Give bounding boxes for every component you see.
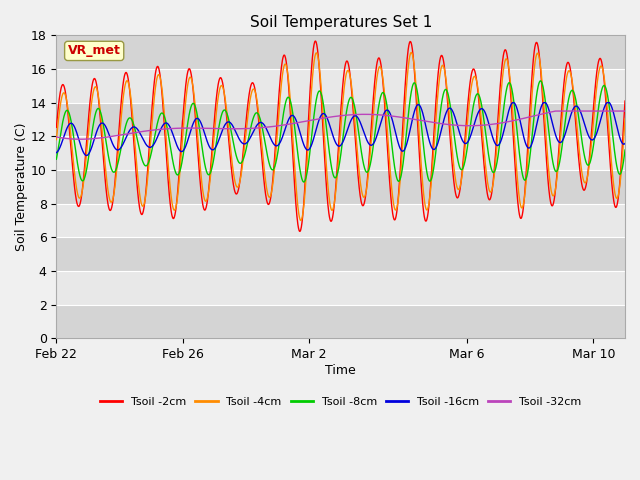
X-axis label: Time: Time: [325, 364, 356, 377]
Bar: [56, 103, 625, 136]
Title: Soil Temperatures Set 1: Soil Temperatures Set 1: [250, 15, 432, 30]
Bar: [56, 170, 625, 204]
Bar: [56, 305, 625, 338]
Text: VR_met: VR_met: [68, 45, 120, 58]
Legend: Tsoil -2cm, Tsoil -4cm, Tsoil -8cm, Tsoil -16cm, Tsoil -32cm: Tsoil -2cm, Tsoil -4cm, Tsoil -8cm, Tsoi…: [95, 392, 586, 411]
Y-axis label: Soil Temperature (C): Soil Temperature (C): [15, 122, 28, 251]
Bar: [56, 36, 625, 69]
Bar: [56, 237, 625, 271]
